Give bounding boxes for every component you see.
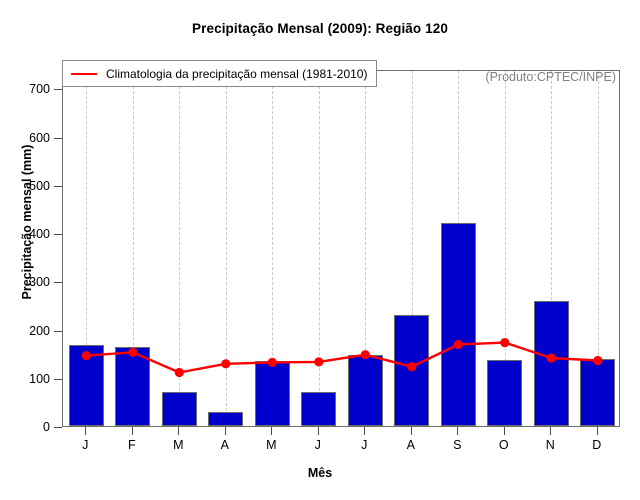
gridline-f-1: [132, 71, 134, 426]
x-tick-label-4: M: [266, 438, 277, 452]
chart-title: Precipitação Mensal (2009): Região 120: [192, 21, 448, 36]
x-tick-7: [410, 427, 412, 435]
y-tick-500: [54, 185, 62, 187]
x-tick-3: [224, 427, 226, 435]
gridline-j-0: [86, 71, 88, 426]
climatology-point-9: [500, 338, 510, 348]
gridline-m-4: [272, 71, 274, 426]
climatology-line-series: [81, 338, 603, 378]
x-tick-label-6: J: [361, 438, 368, 452]
climatology-point-11: [593, 355, 603, 366]
y-tick-700: [54, 89, 62, 91]
x-tick-4: [271, 427, 273, 435]
x-tick-6: [364, 427, 366, 435]
gridline-m-2: [179, 71, 181, 426]
climatology-point-10: [546, 353, 556, 363]
bar-9: [487, 360, 523, 426]
x-tick-9: [503, 427, 505, 435]
x-tick-2: [178, 427, 180, 435]
gridline-a-7: [411, 71, 413, 426]
y-tick-label-100: 100: [29, 371, 50, 386]
y-tick-label-0: 0: [43, 420, 50, 434]
gridline-a-3: [225, 71, 227, 426]
climatology-point-0: [81, 351, 91, 361]
x-tick-label-0: J: [82, 438, 89, 452]
bar-6: [347, 354, 383, 426]
gridline-j-5: [318, 71, 320, 426]
climatology-point-7: [407, 362, 417, 372]
y-tick-200: [54, 330, 62, 332]
x-tick-label-3: A: [220, 438, 229, 452]
bar-2: [161, 392, 197, 426]
x-tick-label-7: A: [406, 438, 415, 452]
plot-area: [62, 70, 620, 427]
bar-8: [440, 223, 476, 426]
bar-11: [580, 359, 616, 426]
y-tick-label-600: 600: [29, 130, 50, 145]
climatology-point-4: [267, 357, 277, 367]
x-tick-11: [596, 427, 598, 435]
x-tick-5: [317, 427, 319, 435]
gridline-o-9: [504, 71, 506, 426]
climatology-point-1: [128, 347, 138, 357]
gridline-d-11: [597, 71, 599, 426]
y-tick-300: [54, 282, 62, 284]
x-tick-label-10: N: [545, 438, 555, 452]
bar-5: [301, 392, 337, 426]
climatology-point-5: [314, 357, 324, 367]
x-tick-label-5: J: [314, 438, 321, 452]
y-tick-100: [54, 378, 62, 380]
bar-3: [208, 411, 244, 426]
chart-legend: Climatologia da precipitação mensal (198…: [62, 60, 378, 87]
gridline-n-10: [551, 71, 553, 426]
y-tick-0: [54, 427, 62, 428]
x-tick-label-9: O: [498, 438, 509, 452]
watermark-label: (Produto:CPTEC/INPE): [485, 70, 616, 84]
x-tick-10: [550, 427, 552, 435]
climatology-point-2: [174, 367, 184, 378]
x-tick-label-2: M: [173, 438, 184, 452]
y-tick-label-500: 500: [29, 178, 50, 193]
x-tick-0: [85, 427, 87, 435]
y-tick-label-200: 200: [29, 323, 50, 338]
y-tick-label-700: 700: [29, 82, 50, 97]
legend-line-swatch-icon: [71, 72, 97, 75]
x-tick-1: [131, 427, 133, 435]
climatology-point-3: [221, 359, 231, 369]
gridline-j-6: [365, 71, 367, 426]
x-axis-title: Mês: [307, 466, 333, 480]
y-tick-400: [54, 234, 62, 235]
y-tick-label-300: 300: [29, 275, 50, 290]
y-tick-label-400: 400: [29, 227, 50, 241]
climatology-markers: [81, 338, 603, 378]
climatology-point-8: [453, 339, 463, 350]
bar-10: [533, 300, 569, 426]
climatology-polyline: [85, 341, 599, 374]
bar-1: [115, 347, 151, 426]
x-tick-label-8: S: [453, 438, 462, 452]
legend-entry-label: Climatologia da precipitação mensal (198…: [106, 66, 368, 81]
x-tick-label-11: D: [592, 438, 602, 452]
climatology-point-6: [360, 350, 370, 360]
y-axis-title: Precipitação mensal (mm): [20, 144, 34, 300]
x-tick-label-1: F: [127, 438, 136, 452]
y-tick-600: [54, 137, 62, 139]
x-tick-8: [457, 427, 459, 435]
